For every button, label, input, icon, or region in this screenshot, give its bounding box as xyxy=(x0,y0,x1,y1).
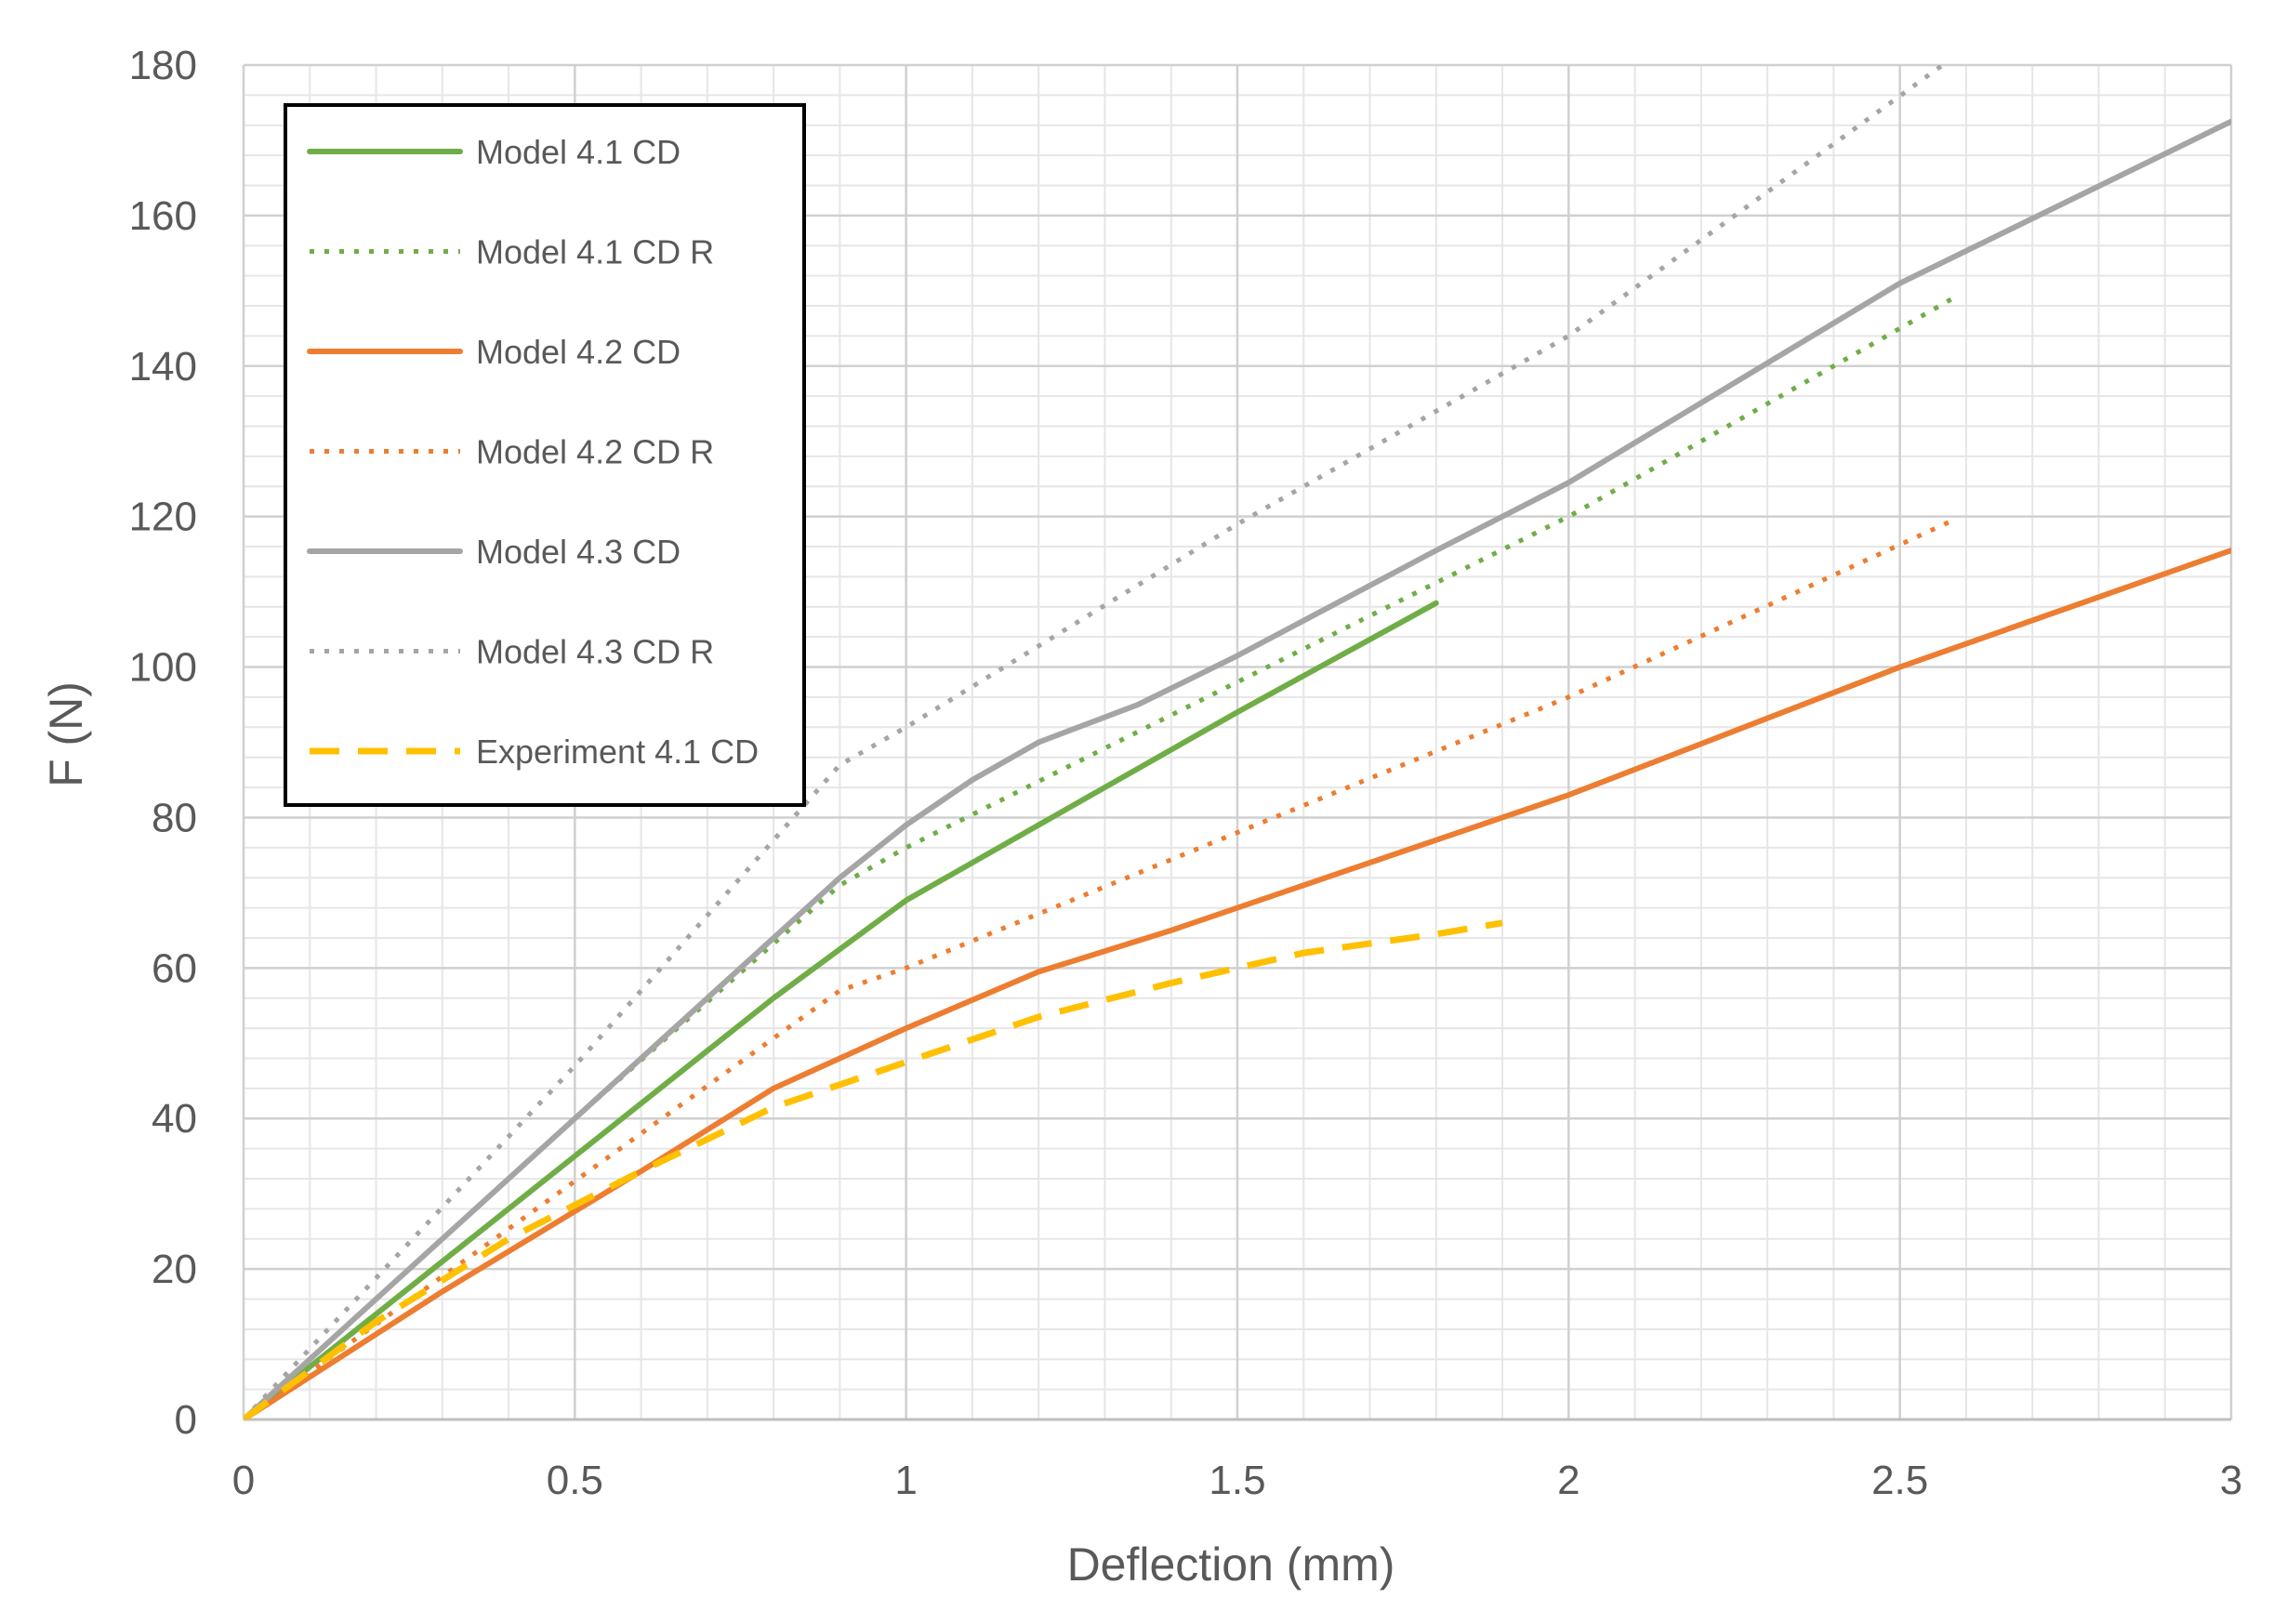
legend-label: Model 4.1 CD xyxy=(476,133,681,171)
y-tick-label: 20 xyxy=(152,1247,197,1292)
series-line-model-4-2-cd xyxy=(244,548,2231,1419)
y-tick-label: 40 xyxy=(152,1096,197,1142)
x-axis-ticks: 0 0.5 1 1.5 2 2.5 3 xyxy=(232,1458,2242,1503)
y-tick-label: 180 xyxy=(129,43,197,88)
legend-label: Experiment 4.1 CD xyxy=(476,733,759,771)
legend: Model 4.1 CD Model 4.1 CD R Model 4.2 CD Mo… xyxy=(284,103,806,807)
y-tick-label: 120 xyxy=(129,495,197,540)
y-axis-ticks: 0 20 40 60 80 100 120 140 160 180 xyxy=(129,43,197,1443)
x-tick-label: 0.5 xyxy=(547,1458,603,1503)
x-tick-label: 3 xyxy=(2220,1458,2242,1503)
x-axis-title: Deflection (mm) xyxy=(1067,1538,1395,1591)
y-tick-label: 140 xyxy=(129,344,197,389)
x-tick-label: 1 xyxy=(894,1458,917,1503)
legend-box xyxy=(284,103,806,807)
series-line-experiment-4-1-cd xyxy=(244,919,1503,1419)
y-tick-label: 0 xyxy=(175,1397,197,1443)
series-line-model-4-2-cd-r xyxy=(244,518,1954,1419)
x-tick-label: 0 xyxy=(232,1458,255,1503)
y-tick-label: 160 xyxy=(129,193,197,239)
legend-label: Model 4.2 CD R xyxy=(476,433,714,471)
x-tick-label: 2 xyxy=(1557,1458,1579,1503)
series-layer xyxy=(244,65,2231,1419)
series-line-model-4-3-cd xyxy=(244,118,2231,1419)
legend-label: Model 4.1 CD R xyxy=(476,233,714,271)
series-line-model-4-1-cd xyxy=(244,600,1439,1419)
legend-label: Model 4.2 CD xyxy=(476,333,681,371)
legend-label: Model 4.3 CD R xyxy=(476,633,714,671)
y-axis-title: F (N) xyxy=(40,681,92,787)
x-tick-label: 1.5 xyxy=(1209,1458,1265,1503)
y-tick-label: 60 xyxy=(152,945,197,991)
legend-label: Model 4.3 CD xyxy=(476,533,681,571)
x-tick-label: 2.5 xyxy=(1871,1458,1928,1503)
y-tick-label: 80 xyxy=(152,795,197,840)
y-tick-label: 100 xyxy=(129,645,197,691)
